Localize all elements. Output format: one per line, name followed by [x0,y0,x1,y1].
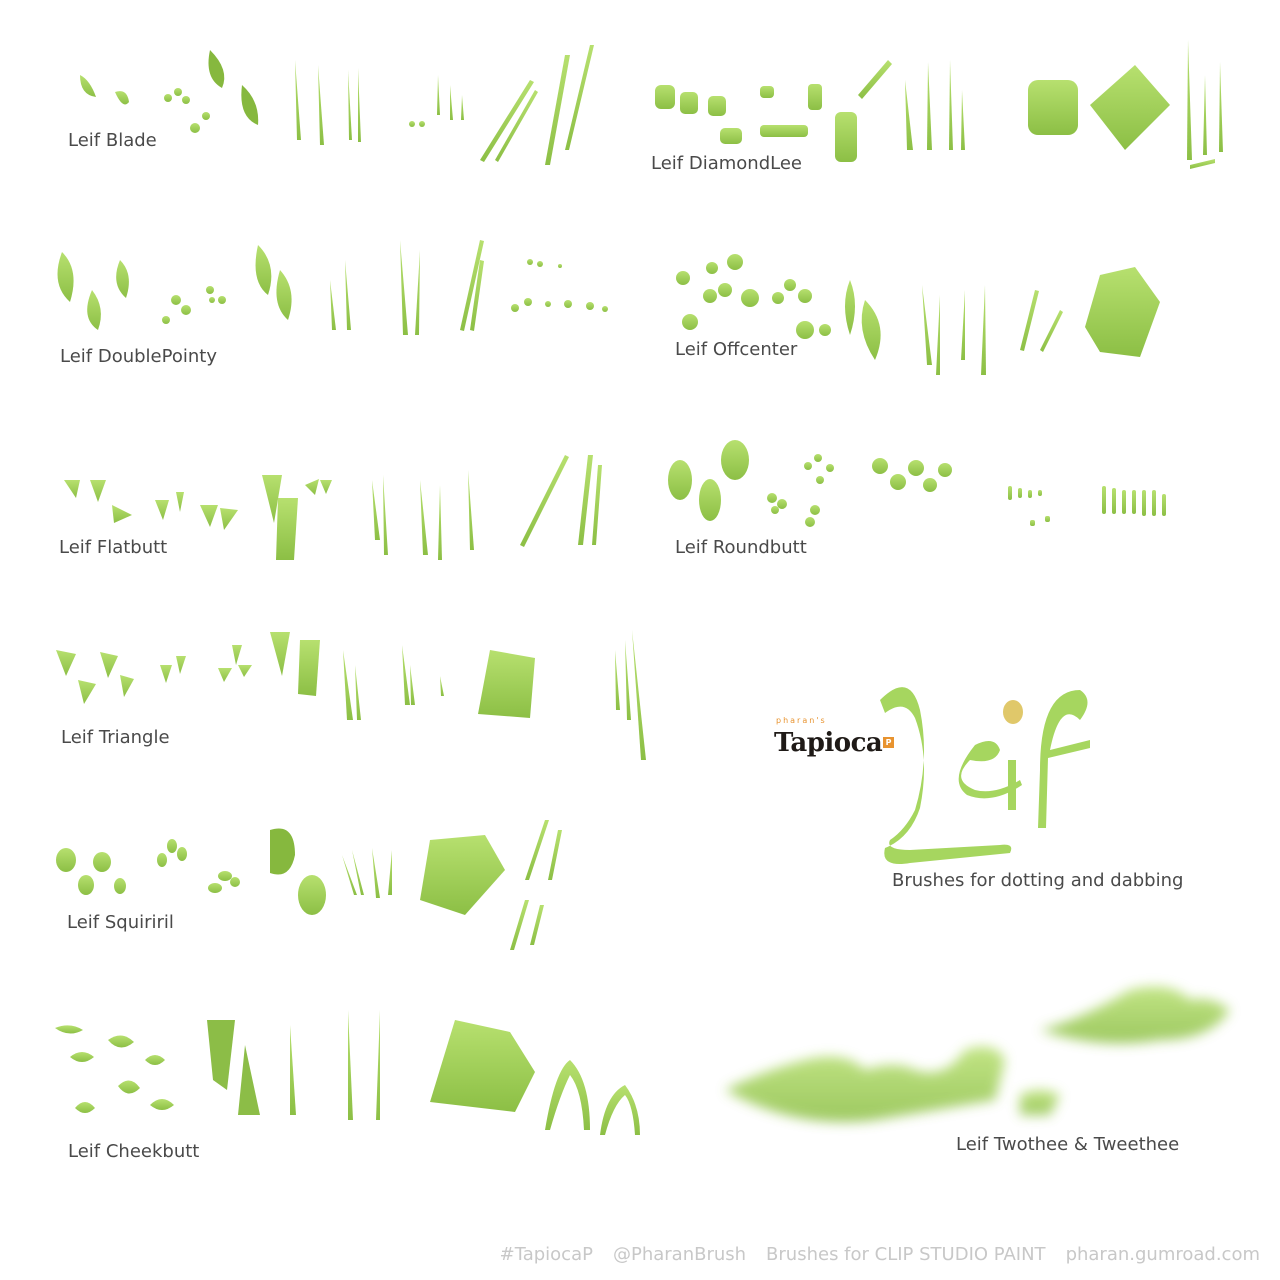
label-leif-twothee-tweethee: Leif Twothee & Tweethee [956,1134,1180,1155]
label-leif-squiriril: Leif Squiriril [67,912,174,933]
label-leif-triangle: Leif Triangle [61,727,170,748]
label-leif-blade: Leif Blade [68,130,157,151]
label-leif-cheekbutt: Leif Cheekbutt [68,1141,200,1162]
footer-hashtag: #TapiocaP [499,1244,593,1265]
footer-product: Brushes for CLIP STUDIO PAINT [766,1244,1046,1265]
label-leif-flatbutt: Leif Flatbutt [59,537,168,558]
label-leif-roundbutt: Leif Roundbutt [675,537,807,558]
logo-badge: P [883,737,894,748]
footer-handle: @PharanBrush [612,1244,747,1265]
tagline: Brushes for dotting and dabbing [892,870,1184,891]
label-leif-doublepointy: Leif DoublePointy [60,346,217,367]
label-leif-diamondlee: Leif DiamondLee [651,153,802,174]
footer-site: pharan.gumroad.com [1065,1244,1260,1265]
label-leif-offcenter: Leif Offcenter [675,339,798,360]
logo-brand: Tapioca [774,728,883,758]
logo-small-text: pharan's [776,716,827,725]
footer: #TapiocaP @PharanBrush Brushes for CLIP … [500,1244,1260,1265]
